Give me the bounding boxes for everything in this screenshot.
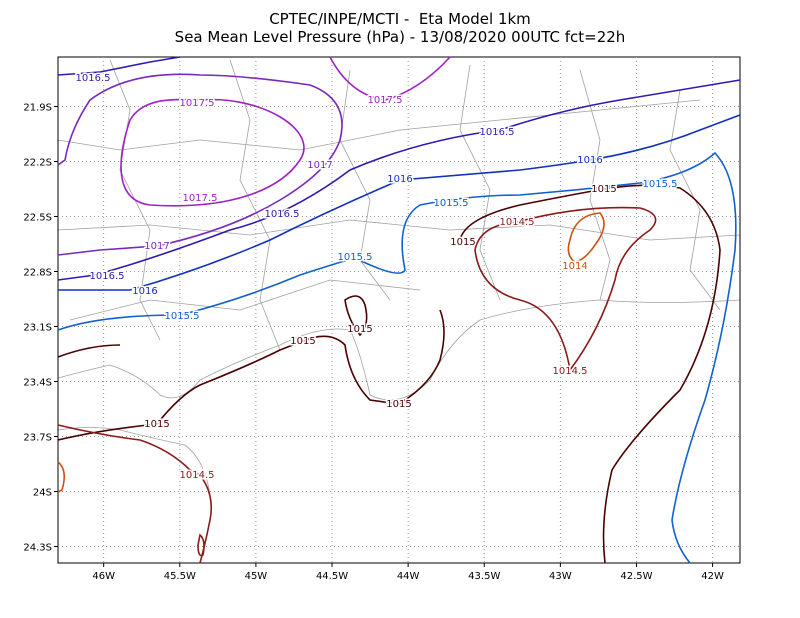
contour-label: 1016.5 (76, 73, 111, 84)
contour-line (120, 98, 305, 207)
contour-label: 1015.5 (338, 252, 373, 263)
contour-label: 1015 (290, 336, 315, 347)
contour-line (57, 309, 445, 441)
title-line: Sea Mean Level Pressure (hPa) - 13/08/20… (175, 28, 626, 46)
contour-label: 1017.5 (180, 98, 215, 109)
contour-label: 1015 (591, 184, 616, 195)
contour-label: 1017 (307, 160, 332, 171)
y-tick-label: 24.3S (23, 543, 52, 554)
x-tick-label: 45.5W (164, 571, 196, 582)
y-tick-label: 22.8S (23, 268, 52, 279)
contour-line (474, 206, 657, 371)
contour-line (344, 295, 368, 337)
y-tick-label: 23.7S (23, 433, 52, 444)
contour-line (57, 424, 213, 564)
y-tick-label: 23.4S (23, 378, 52, 389)
contour-label: 1015.5 (434, 198, 469, 209)
contour-label: 1014.5 (180, 470, 215, 481)
y-tick-label: 22.2S (23, 158, 52, 169)
y-tick-label: 24S (33, 488, 52, 499)
contour-label: 1017.5 (368, 95, 403, 106)
contour-label: 1016.5 (265, 209, 300, 220)
contour-label: 1015.5 (643, 179, 678, 190)
contour-label: 1015 (347, 324, 372, 335)
x-tick-label: 44W (397, 571, 420, 582)
x-tick-label: 46W (92, 571, 115, 582)
x-tick-label: 42.5W (620, 571, 652, 582)
y-tick-label: 23.1S (23, 323, 52, 334)
contour-line (57, 344, 121, 358)
contour-label: 1016.5 (90, 271, 125, 282)
contour-label: 1015 (144, 419, 169, 430)
x-tick-label: 42W (701, 571, 724, 582)
y-tick-label: 21.9S (23, 103, 52, 114)
x-tick-label: 45W (245, 571, 268, 582)
political-borders (57, 59, 741, 496)
contour-label: 1016 (577, 155, 602, 166)
contour-label: 1015 (386, 399, 411, 410)
contour-label: 1016.5 (480, 127, 515, 138)
contour-label: 1014.5 (500, 217, 535, 228)
contour-label: 1014 (562, 261, 587, 272)
title-line: CPTEC/INPE/MCTI - Eta Model 1km (269, 10, 531, 28)
contour-label: 1017.5 (183, 193, 218, 204)
contour-line (197, 533, 205, 557)
contour-label: 1014.5 (553, 366, 588, 377)
contour-line (57, 73, 343, 256)
contour-line (58, 114, 741, 291)
map-frame (57, 56, 741, 564)
contour-label: 1015 (450, 237, 475, 248)
contour-line (567, 212, 605, 263)
contour-line (57, 79, 741, 281)
y-tick-label: 22.5S (23, 213, 52, 224)
x-tick-label: 44.5W (316, 571, 348, 582)
contour-line (329, 56, 451, 101)
contour-line (459, 184, 721, 564)
contour-line (57, 461, 66, 493)
contour-label: 1016 (387, 174, 412, 185)
x-tick-label: 43.5W (468, 571, 500, 582)
contour-label: 1017 (144, 241, 169, 252)
contour-label: 1015.5 (165, 311, 200, 322)
contour-line (57, 151, 737, 564)
x-tick-label: 43W (549, 571, 572, 582)
contour-line (57, 56, 181, 76)
contour-label: 1016 (132, 286, 157, 297)
